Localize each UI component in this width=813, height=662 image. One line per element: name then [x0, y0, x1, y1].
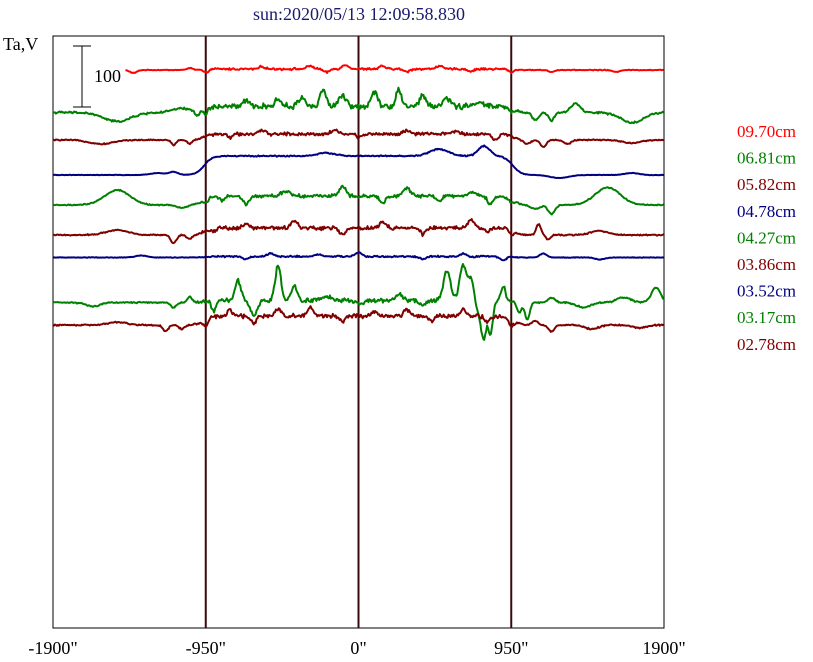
series-line-03.52cm	[52, 251, 664, 262]
series-line-03.86cm	[53, 218, 664, 245]
y-axis-label: Ta,V	[3, 34, 38, 54]
x-tick-label: -950"	[186, 638, 226, 658]
x-tick-label: 0"	[350, 638, 366, 658]
series-line-09.70cm	[125, 64, 664, 75]
legend-entry: 03.17cm	[737, 308, 796, 327]
x-tick-label: 950"	[494, 638, 528, 658]
legend-entry: 05.82cm	[737, 175, 796, 194]
legend-entry: 03.52cm	[737, 282, 796, 301]
series-line-04.27cm	[52, 184, 665, 216]
vertical-reference-lines	[204, 36, 513, 628]
x-tick-label: 1900"	[642, 638, 685, 658]
series-line-02.78cm	[52, 305, 665, 333]
x-tick-label: -1900"	[28, 638, 77, 658]
legend-entry: 03.86cm	[737, 255, 796, 274]
legend-entry: 04.78cm	[737, 202, 796, 221]
series-layer	[52, 64, 665, 341]
series-line-04.78cm	[53, 144, 664, 179]
chart-title: sun:2020/05/13 12:09:58.830	[253, 4, 465, 24]
x-axis-ticks: -1900" -950" 0" 950" 1900"	[28, 638, 685, 658]
legend-entry: 02.78cm	[737, 335, 796, 354]
legend: 09.70cm 06.81cm 05.82cm 04.78cm 04.27cm 03.86…	[737, 122, 796, 354]
series-line-05.82cm	[52, 128, 664, 148]
legend-entry: 09.70cm	[737, 122, 796, 141]
scale-bar	[73, 45, 91, 108]
series-line-03.17cm	[52, 263, 665, 341]
series-line-06.81cm	[53, 86, 665, 125]
legend-entry: 04.27cm	[737, 228, 796, 247]
legend-entry: 06.81cm	[737, 149, 796, 168]
scale-bar-label: 100	[94, 66, 121, 86]
